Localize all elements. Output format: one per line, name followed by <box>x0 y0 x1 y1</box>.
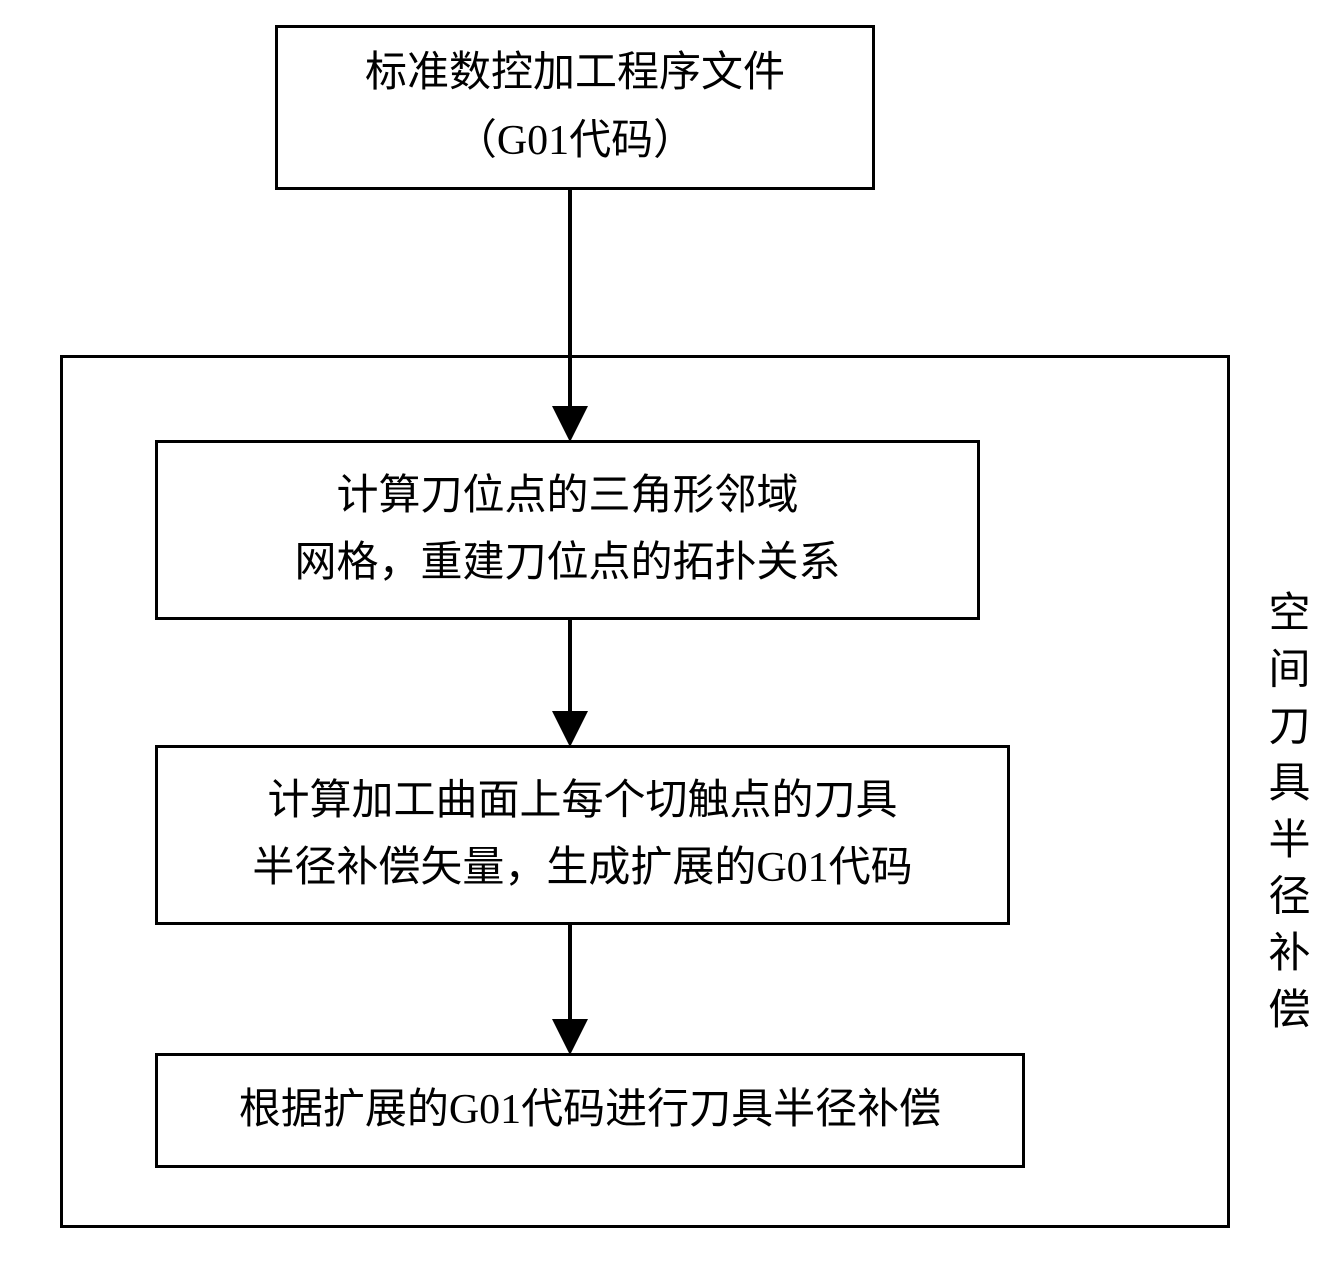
step2-line1: 计算加工曲面上每个切触点的刀具 <box>267 768 897 835</box>
flowchart-container: 标准数控加工程序文件 （G01代码） 计算刀位点的三角形邻域 网格，重建刀位点的… <box>0 0 1336 1261</box>
step1-line1: 计算刀位点的三角形邻域 <box>336 463 798 530</box>
side-label-text: 空间刀具半径补偿 <box>1262 590 1308 1044</box>
step2-box: 计算加工曲面上每个切触点的刀具 半径补偿矢量，生成扩展的G01代码 <box>155 745 1010 925</box>
step2-line2: 半径补偿矢量，生成扩展的G01代码 <box>252 835 912 902</box>
step1-line2: 网格，重建刀位点的拓扑关系 <box>294 530 840 597</box>
side-label: 空间刀具半径补偿 <box>1255 590 1316 1044</box>
step3-text: 根据扩展的G01代码进行刀具半径补偿 <box>239 1077 941 1144</box>
top-box-line1: 标准数控加工程序文件 <box>365 40 785 107</box>
step1-box: 计算刀位点的三角形邻域 网格，重建刀位点的拓扑关系 <box>155 440 980 620</box>
top-box-line2: （G01代码） <box>455 108 695 175</box>
step3-box: 根据扩展的G01代码进行刀具半径补偿 <box>155 1053 1025 1168</box>
top-input-box: 标准数控加工程序文件 （G01代码） <box>275 25 875 190</box>
